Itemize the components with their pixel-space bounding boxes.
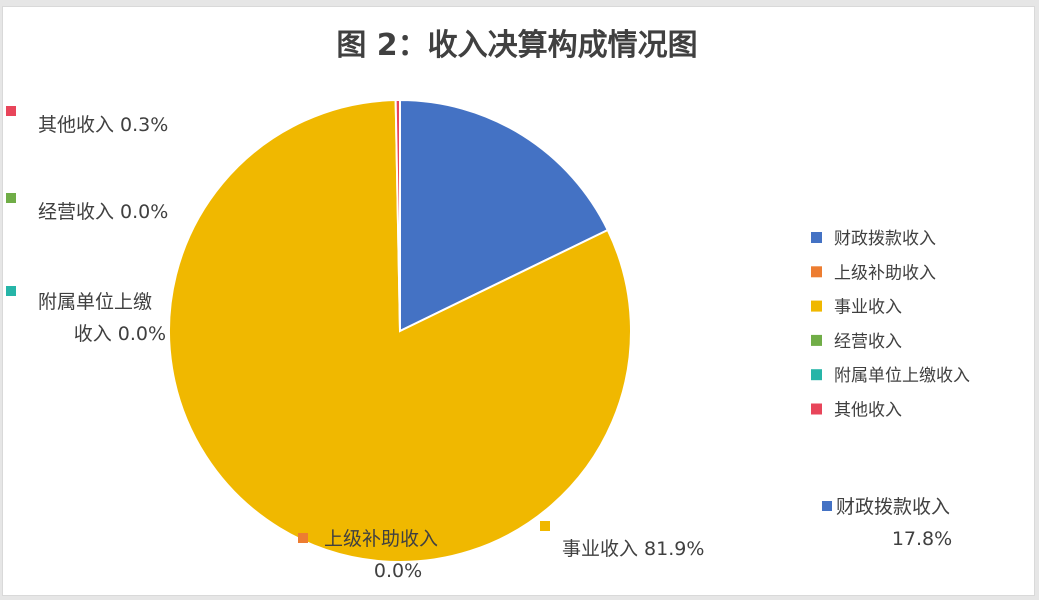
legend-item: 附属单位上缴收入 (834, 366, 970, 386)
pie-slice-0 (399, 98, 610, 333)
data-label: 财政拨款收入 (836, 496, 950, 518)
data-label-marker (6, 106, 16, 116)
data-label: 附属单位上缴 (38, 291, 152, 313)
chart-title: 图 2：收入决算构成情况图 (336, 28, 697, 63)
legend-marker (811, 369, 822, 381)
pie-slice-2 (168, 99, 632, 563)
legend-marker (811, 266, 822, 278)
legend-item: 经营收入 (834, 332, 902, 352)
data-label: 其他收入 0.3% (38, 114, 168, 136)
data-label: 收入 0.0% (74, 323, 166, 345)
data-label: 上级补助收入 (324, 528, 438, 550)
legend-marker (811, 403, 822, 415)
data-label-marker (540, 521, 550, 531)
legend-marker (811, 300, 822, 312)
data-label-marker (6, 193, 16, 203)
legend-item: 财政拨款收入 (834, 229, 936, 249)
legend-marker (811, 334, 822, 346)
data-label: 经营收入 0.0% (38, 201, 168, 223)
data-label: 事业收入 81.9% (562, 538, 704, 560)
pie-slice-5 (394, 98, 401, 332)
legend-item: 事业收入 (834, 298, 902, 318)
legend-item: 上级补助收入 (834, 263, 936, 283)
legend-item: 其他收入 (834, 401, 902, 421)
data-label-marker (6, 286, 16, 296)
data-label-marker (822, 501, 832, 511)
data-label: 17.8% (892, 528, 952, 550)
data-label: 0.0% (374, 560, 422, 582)
legend-marker (811, 232, 822, 243)
data-label-marker (298, 533, 308, 543)
